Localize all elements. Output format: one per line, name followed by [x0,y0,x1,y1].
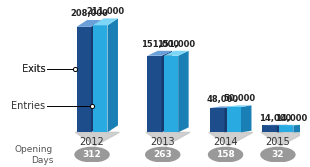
Polygon shape [91,20,101,132]
Polygon shape [261,132,305,146]
Polygon shape [263,125,277,132]
Polygon shape [77,20,101,27]
Text: 2012: 2012 [80,137,104,147]
Text: Exits: Exits [22,64,45,74]
Polygon shape [164,56,178,132]
Polygon shape [147,56,162,132]
Text: 208,000: 208,000 [70,9,108,18]
Polygon shape [75,132,119,146]
Text: Exits: Exits [22,64,45,74]
Polygon shape [147,51,172,56]
Polygon shape [210,106,235,108]
Polygon shape [162,51,172,132]
Polygon shape [209,132,253,146]
Text: 263: 263 [153,150,172,159]
Polygon shape [146,132,190,146]
Polygon shape [227,107,241,132]
Circle shape [261,147,295,162]
Polygon shape [178,51,189,132]
Text: 2013: 2013 [150,137,175,147]
Text: 151,000: 151,000 [141,40,179,49]
Circle shape [209,147,242,162]
Polygon shape [93,25,108,132]
Text: 211,000: 211,000 [86,7,125,16]
Polygon shape [277,125,287,132]
Text: 151,000: 151,000 [157,40,195,49]
Text: 14,000: 14,000 [259,114,291,123]
Text: 48,000: 48,000 [206,95,239,104]
Text: 158: 158 [216,150,235,159]
Polygon shape [293,125,304,132]
Polygon shape [224,106,235,132]
Circle shape [146,147,180,162]
Polygon shape [108,18,118,132]
Text: 32: 32 [272,150,284,159]
Text: 50,000: 50,000 [223,94,255,103]
Text: Entries: Entries [11,101,45,111]
Polygon shape [93,18,118,25]
Text: 14,000: 14,000 [275,114,308,123]
Polygon shape [241,105,251,132]
Text: Opening
Days: Opening Days [15,145,53,165]
Text: 2015: 2015 [266,137,290,147]
Polygon shape [227,105,251,107]
Polygon shape [77,27,91,132]
Circle shape [75,147,109,162]
Polygon shape [279,125,293,132]
Polygon shape [164,51,189,56]
Text: 312: 312 [83,150,101,159]
Polygon shape [210,108,224,132]
Text: 2014: 2014 [213,137,238,147]
